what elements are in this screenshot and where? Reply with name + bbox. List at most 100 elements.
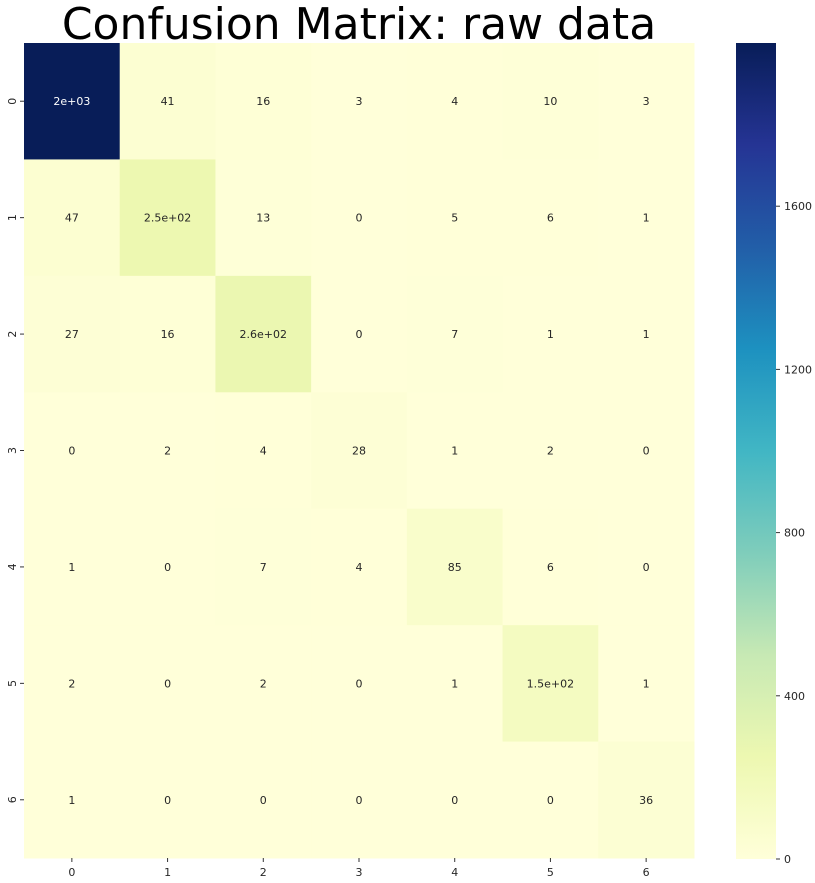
cell-annotation: 2e+03 [53,95,90,108]
cell-annotation: 2 [547,445,554,458]
y-tick-label: 5 [6,680,19,687]
heatmap-cell [598,43,695,160]
y-tick-label: 2 [6,331,19,338]
heatmap-cell [215,275,312,393]
heatmap-cell [598,392,695,510]
heatmap-cell [119,625,216,743]
cell-annotation: 0 [356,794,363,807]
colorbar-tick-label: 1200 [784,363,812,376]
cell-annotation: 1 [451,677,458,690]
cell-annotation: 1 [451,445,458,458]
cell-annotation: 2 [68,677,75,690]
heatmap-cell [502,625,599,743]
cell-annotation: 16 [161,328,175,341]
cell-annotation: 0 [164,794,171,807]
heatmap-cell [24,625,121,743]
cell-annotation: 16 [256,95,270,108]
heatmap-cell [24,43,121,160]
heatmap-cell [406,159,504,277]
cell-annotation: 0 [547,794,554,807]
heatmap-cell [24,392,121,510]
heatmap-cell [406,741,504,859]
x-tick-label: 5 [547,866,554,879]
cell-annotation: 1 [643,212,650,225]
heatmap-cell [406,275,504,393]
heatmap-cell [311,275,408,393]
cell-annotation: 0 [356,328,363,341]
heatmap-cell [119,43,216,160]
colorbar: 0 400 800 1200 1600 [736,43,812,866]
cell-annotation: 2.5e+02 [144,212,191,225]
heatmap-cell [502,159,599,277]
cell-annotation: 2 [164,445,171,458]
y-tick-label: 3 [6,447,19,454]
heatmap-cells [24,43,695,859]
heatmap-cell [598,275,695,393]
heatmap-cell [24,741,121,859]
cell-annotation: 4 [356,561,363,574]
heatmap-cell [215,43,312,160]
cell-annotation: 5 [451,212,458,225]
cell-annotation: 6 [547,561,554,574]
x-tick-label: 3 [356,866,363,879]
heatmap-cell [502,508,599,626]
cell-annotation: 1 [643,677,650,690]
heatmap-cell [119,392,216,510]
heatmap-cell [598,159,695,277]
heatmap-cell [598,741,695,859]
heatmap-cell [406,392,504,510]
heatmap-cell [311,741,408,859]
cell-annotation: 10 [543,95,557,108]
cell-annotation: 85 [448,561,462,574]
cell-annotation: 0 [356,212,363,225]
cell-annotation: 3 [356,95,363,108]
heatmap-cell [502,43,599,160]
heatmap-cell [24,508,121,626]
heatmap-cell [502,392,599,510]
y-axis: 0 1 2 3 4 5 6 [6,98,24,803]
x-tick-label: 0 [68,866,75,879]
y-tick-label: 6 [6,796,19,803]
heatmap-cell [311,159,408,277]
cell-annotation: 6 [547,212,554,225]
cell-annotation: 28 [352,445,366,458]
y-tick-label: 4 [6,563,19,570]
cell-annotation: 13 [256,212,270,225]
x-tick-label: 6 [643,866,650,879]
cell-annotation: 1 [68,561,75,574]
cell-annotation: 41 [161,95,175,108]
heatmap-cell [215,159,312,277]
cell-annotation: 2 [260,677,267,690]
heatmap-cell [598,508,695,626]
cell-annotation: 3 [643,95,650,108]
heatmap-cell [311,392,408,510]
cell-annotation: 7 [451,328,458,341]
heatmap-cell [311,625,408,743]
cell-annotation: 1.5e+02 [527,677,574,690]
heatmap-cell [406,508,504,626]
cell-annotation: 0 [643,561,650,574]
cell-annotation: 0 [68,445,75,458]
heatmap-cell [24,159,121,277]
cell-annotation: 7 [260,561,267,574]
heatmap-cell [598,625,695,743]
heatmap-cell [119,159,216,277]
heatmap-cell [406,43,504,160]
cell-annotation: 47 [65,212,79,225]
heatmap-cell [215,741,312,859]
heatmap-cell [119,508,216,626]
y-tick-label: 1 [6,214,19,221]
cell-annotation: 0 [260,794,267,807]
heatmap-cell [119,275,216,393]
heatmap-cell [406,625,504,743]
colorbar-tick-label: 400 [784,690,805,703]
heatmap-cell [311,508,408,626]
heatmap-cell [215,392,312,510]
cell-annotation: 4 [260,445,267,458]
heatmap-cell [502,275,599,393]
cell-annotation: 1 [68,794,75,807]
x-tick-label: 2 [260,866,267,879]
colorbar-tick-label: 800 [784,527,805,540]
x-axis: 0 1 2 3 4 5 6 [68,858,650,879]
